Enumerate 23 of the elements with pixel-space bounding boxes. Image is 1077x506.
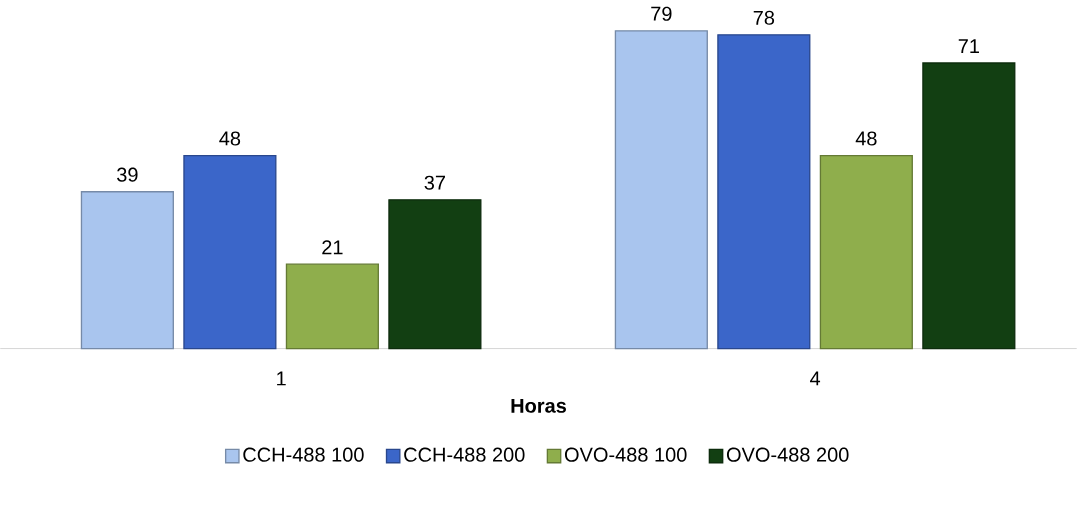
legend-label: CCH-488 200 xyxy=(404,447,525,462)
bar xyxy=(80,191,174,350)
data-label: 48 xyxy=(219,131,241,146)
bar xyxy=(388,199,482,350)
data-label: 21 xyxy=(322,240,343,255)
legend-label: CCH-488 100 xyxy=(243,447,364,462)
bar xyxy=(183,154,277,350)
data-label: 79 xyxy=(651,6,672,21)
data-label: 39 xyxy=(117,167,138,182)
x-axis-title: Horas xyxy=(511,398,566,413)
legend-label: OVO-488 200 xyxy=(726,447,849,462)
bar xyxy=(819,154,913,350)
x-tick-label: 1 xyxy=(277,371,286,386)
bar xyxy=(717,34,811,350)
bar xyxy=(614,30,708,350)
data-label: 37 xyxy=(424,175,445,190)
x-tick-label: 4 xyxy=(810,371,821,386)
data-label: 71 xyxy=(958,39,979,54)
bar xyxy=(285,263,379,350)
data-label: 78 xyxy=(753,10,775,25)
bar xyxy=(922,62,1016,350)
legend-label: OVO-488 100 xyxy=(564,447,687,462)
data-label: 48 xyxy=(855,131,877,146)
